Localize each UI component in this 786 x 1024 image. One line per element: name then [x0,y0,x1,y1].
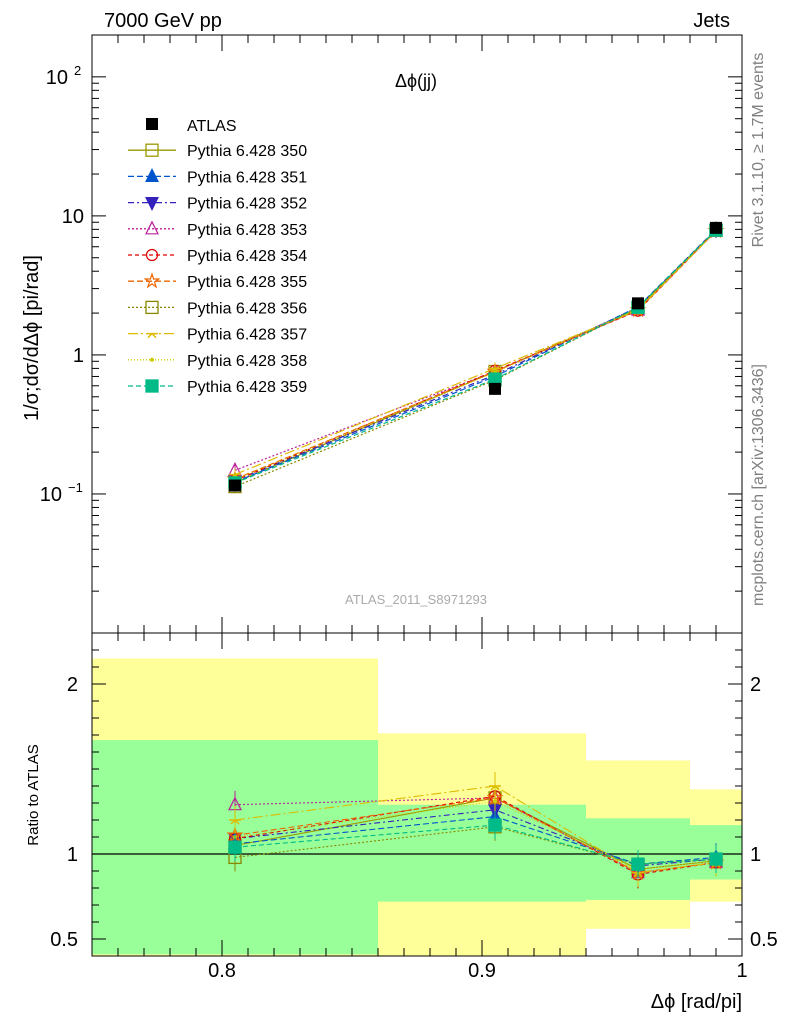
atlas-data-point [710,221,722,234]
ratio-band-inner [378,804,586,902]
main-ylabel: 1/σ;dσ/dΔϕ [pi/rad] [21,255,43,421]
legend-marker [145,220,159,235]
ratio-xtick-label: 1 [736,960,747,982]
legend-label: Pythia 6.428 359 [187,379,307,396]
ratio-ytick-label-right: 1 [750,844,761,866]
ratio-ytick-label-right: 0.5 [750,929,778,951]
legend-marker [145,379,159,393]
ratio-ytick-label: 0.5 [50,929,78,951]
ratio-point [488,818,502,832]
legend-marker [150,357,154,362]
ratio-ytick-label-right: 2 [750,674,761,696]
main-title: Δϕ(jj) [395,71,437,91]
legend-marker [145,197,159,211]
legend-label: Pythia 6.428 351 [187,169,307,186]
ratio-point [489,785,501,791]
ratio-ytick-label: 1 [67,844,78,866]
ratio-series-line [234,785,717,874]
legend-label: Pythia 6.428 354 [187,248,307,265]
ratio-point [229,819,241,825]
legend-marker [146,332,158,339]
ratio-xtick-label: 0.8 [208,960,236,982]
atlas-data-point [489,382,501,395]
main-ytick-exponent: −1 [68,480,83,495]
watermark: ATLAS_2011_S8971293 [345,592,487,607]
ratio-point [709,852,723,866]
header-left: 7000 GeV pp [104,10,222,32]
legend-marker [145,248,159,262]
main-series-line [234,230,717,476]
ratio-ytick-label: 2 [67,674,78,696]
main-series-line [234,229,717,484]
main-ytick-exponent: 2 [74,63,81,78]
legend-label: Pythia 6.428 357 [187,327,307,344]
ratio-point [631,857,645,871]
legend-label: Pythia 6.428 358 [187,353,307,370]
legend-label: Pythia 6.428 353 [187,222,307,239]
side-label-bottom: mcplots.cern.ch [arXiv:1306.3436] [750,364,767,606]
ratio-series-line [234,797,717,870]
legend-marker [143,272,161,289]
legend-marker [145,143,159,157]
main-series-line [234,230,717,480]
header-right: Jets [693,10,730,32]
ratio-series [228,811,723,879]
legend-label: Pythia 6.428 355 [187,274,307,291]
legend-label-atlas: ATLAS [187,118,237,135]
atlas-data-point [632,297,644,310]
ratio-series-line [234,809,717,867]
ratio-point [228,840,242,854]
legend-marker [145,168,159,182]
legend-label: Pythia 6.428 352 [187,196,307,213]
legend: ATLAS Pythia 6.428 350 Pythia 6.428 351 Pyt… [128,118,307,396]
ratio-frame [91,632,743,957]
ratio-series-line [234,816,717,865]
ratio-series-line [234,824,717,865]
main-ytick-label: 1 [73,345,84,367]
side-label-top: Rivet 3.1.10, ≥ 1.7M events [750,53,767,248]
legend-marker-atlas [146,118,158,130]
legend-label: Pythia 6.428 350 [187,143,307,160]
atlas-data-point [229,479,241,492]
legend-label: Pythia 6.428 356 [187,300,307,317]
atlas-data [229,221,722,492]
main-series-line [234,228,717,483]
legend-marker [145,300,159,315]
ratio-xtick-label: 0.9 [468,960,496,982]
main-series-line [234,229,717,481]
ratio-ylabel: Ratio to ATLAS [25,744,42,845]
ratio-xlabel: Δϕ [rad/pi] [651,991,742,1013]
main-ytick-label: 10 [46,67,68,89]
main-series-line [234,230,717,471]
main-ytick-label: 10 [62,206,84,228]
main-series-line [234,229,717,488]
main-ytick-label: 10 [40,484,62,506]
ratio-point [493,799,497,804]
